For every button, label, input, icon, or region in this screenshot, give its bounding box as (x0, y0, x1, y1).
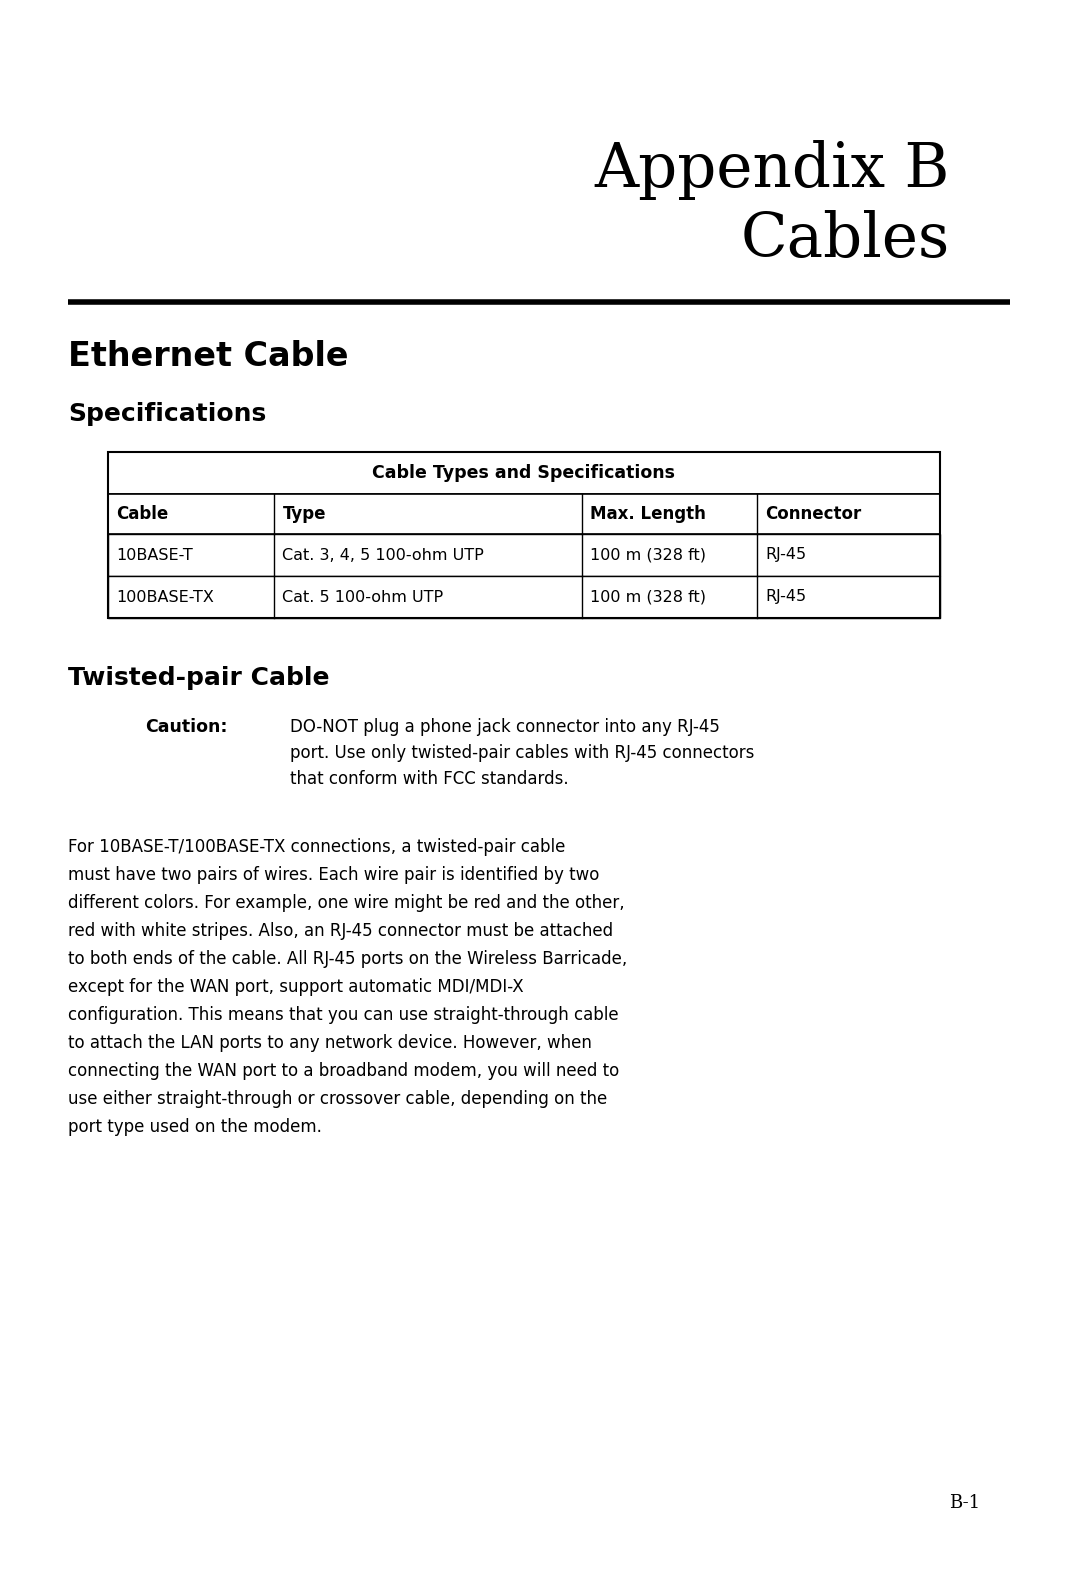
Text: Twisted-pair Cable: Twisted-pair Cable (68, 666, 329, 689)
Text: Cat. 5 100-ohm UTP: Cat. 5 100-ohm UTP (282, 589, 444, 604)
Text: Cable Types and Specifications: Cable Types and Specifications (373, 465, 675, 482)
Text: Max. Length: Max. Length (591, 506, 706, 523)
Text: red with white stripes. Also, an RJ-45 connector must be attached: red with white stripes. Also, an RJ-45 c… (68, 922, 613, 940)
Bar (108, 495, 940, 534)
Text: Caution:: Caution: (145, 717, 228, 736)
Text: DO-NOT plug a phone jack connector into any RJ-45: DO-NOT plug a phone jack connector into … (291, 717, 720, 736)
Text: RJ-45: RJ-45 (765, 548, 806, 562)
Text: must have two pairs of wires. Each wire pair is identified by two: must have two pairs of wires. Each wire … (68, 867, 599, 884)
Bar (108, 452, 940, 495)
Text: configuration. This means that you can use straight-through cable: configuration. This means that you can u… (68, 1006, 619, 1024)
Text: that conform with FCC standards.: that conform with FCC standards. (291, 769, 569, 788)
Text: For 10BASE-T/100BASE-TX connections, a twisted-pair cable: For 10BASE-T/100BASE-TX connections, a t… (68, 838, 565, 856)
Text: port. Use only twisted-pair cables with RJ-45 connectors: port. Use only twisted-pair cables with … (291, 744, 754, 761)
Text: to both ends of the cable. All RJ-45 ports on the Wireless Barricade,: to both ends of the cable. All RJ-45 por… (68, 950, 627, 969)
Text: except for the WAN port, support automatic MDI/MDI-X: except for the WAN port, support automat… (68, 978, 524, 995)
Text: use either straight-through or crossover cable, depending on the: use either straight-through or crossover… (68, 1090, 607, 1108)
Text: Specifications: Specifications (68, 402, 267, 425)
Text: Ethernet Cable: Ethernet Cable (68, 341, 349, 374)
Text: RJ-45: RJ-45 (765, 589, 806, 604)
Text: Cat. 3, 4, 5 100-ohm UTP: Cat. 3, 4, 5 100-ohm UTP (282, 548, 484, 562)
Text: to attach the LAN ports to any network device. However, when: to attach the LAN ports to any network d… (68, 1035, 592, 1052)
Text: different colors. For example, one wire might be red and the other,: different colors. For example, one wire … (68, 893, 624, 912)
Text: B-1: B-1 (949, 1495, 980, 1512)
Text: connecting the WAN port to a broadband modem, you will need to: connecting the WAN port to a broadband m… (68, 1061, 619, 1080)
Bar (108, 576, 940, 619)
Text: 100BASE-TX: 100BASE-TX (116, 589, 214, 604)
Bar (108, 534, 940, 576)
Text: Appendix B: Appendix B (595, 140, 950, 199)
Text: 10BASE-T: 10BASE-T (116, 548, 192, 562)
Text: Type: Type (282, 506, 326, 523)
Text: Cables: Cables (741, 210, 950, 270)
Text: Cable: Cable (116, 506, 168, 523)
Bar (108, 452, 940, 619)
Text: 100 m (328 ft): 100 m (328 ft) (591, 548, 706, 562)
Text: Connector: Connector (765, 506, 861, 523)
Text: port type used on the modem.: port type used on the modem. (68, 1118, 322, 1137)
Text: 100 m (328 ft): 100 m (328 ft) (591, 589, 706, 604)
